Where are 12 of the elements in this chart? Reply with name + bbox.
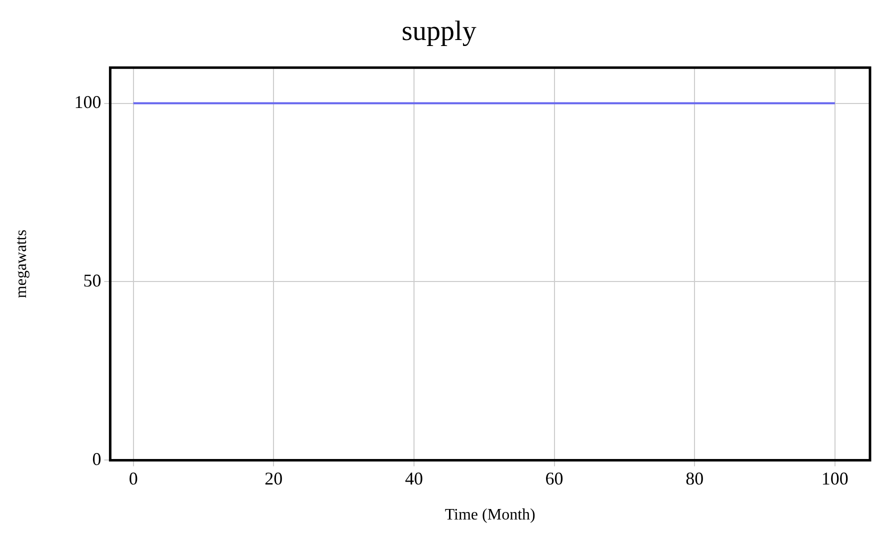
x-axis-title: Time (Month) <box>444 506 536 524</box>
y-tick-label: 100 <box>74 92 102 112</box>
y-tick-label: 50 <box>83 270 102 290</box>
x-tick-label: 40 <box>404 468 423 489</box>
chart-title: supply <box>402 16 476 48</box>
y-tick-label: 0 <box>92 448 102 469</box>
x-tick-label: 0 <box>128 468 138 489</box>
x-tick-label: 80 <box>686 468 704 489</box>
x-tick-label: 20 <box>264 468 283 489</box>
x-tick-label: 60 <box>545 468 564 489</box>
y-axis-title: megawatts <box>12 230 30 298</box>
x-tick-label: 100 <box>821 468 848 489</box>
